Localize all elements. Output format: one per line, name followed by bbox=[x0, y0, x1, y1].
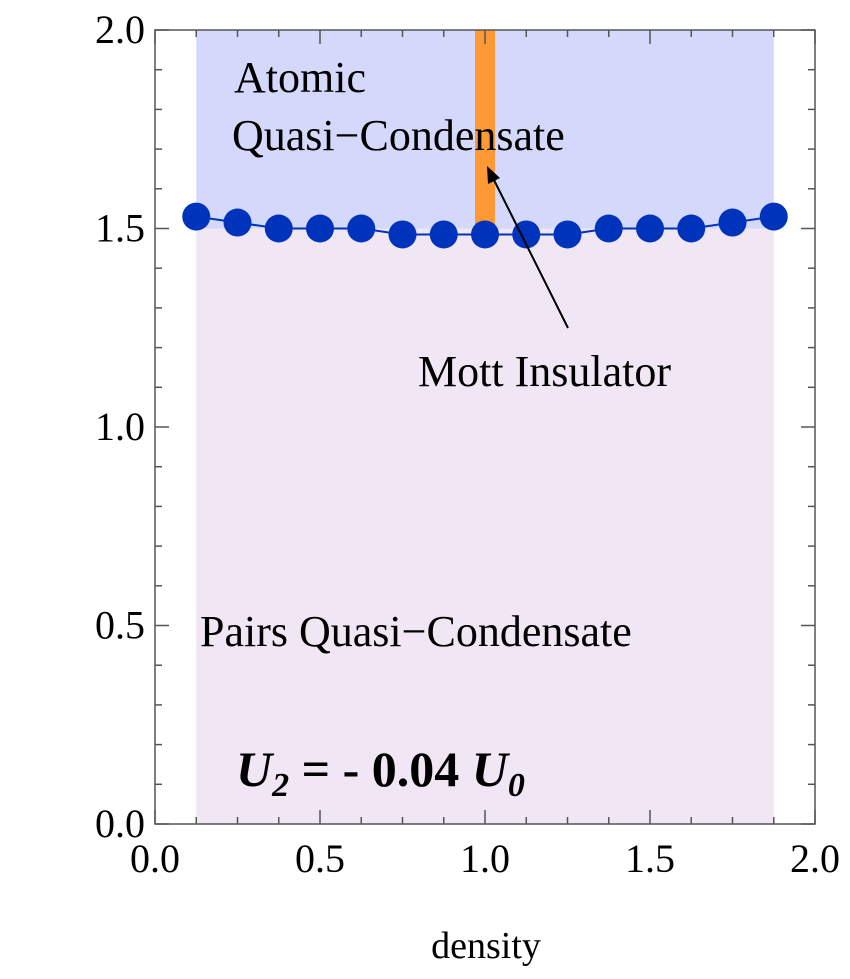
atomic-label-line1: Atomic bbox=[234, 53, 366, 102]
pairs-label: Pairs Quasi−Condensate bbox=[200, 607, 632, 656]
pairs-region bbox=[196, 228, 774, 824]
data-point bbox=[512, 220, 541, 249]
data-point bbox=[471, 220, 499, 249]
mott-insulator-bar bbox=[475, 30, 495, 237]
data-point bbox=[718, 208, 747, 237]
y-tick-label: 1.5 bbox=[95, 206, 145, 251]
data-point bbox=[759, 202, 788, 231]
y-tick-label: 2.0 bbox=[95, 7, 145, 52]
atomic-label-line2: Quasi−Condensate bbox=[232, 111, 565, 160]
y-tick-label: 0.0 bbox=[95, 801, 145, 846]
data-point bbox=[636, 214, 664, 243]
axis-ticks bbox=[154, 29, 816, 825]
x-tick-labels: 0.0 0.5 1.0 1.5 2.0 bbox=[130, 836, 840, 881]
x-tick-label: 1.5 bbox=[625, 836, 675, 881]
x-axis-label: density bbox=[431, 925, 541, 967]
data-point bbox=[182, 202, 211, 231]
data-point bbox=[264, 214, 293, 243]
data-point bbox=[347, 214, 376, 243]
series-points bbox=[182, 202, 788, 249]
mott-arrow bbox=[487, 166, 569, 329]
mott-label: Mott Insulator bbox=[418, 347, 671, 396]
y-tick-label: 1.0 bbox=[95, 404, 145, 449]
data-point bbox=[553, 220, 582, 249]
data-point bbox=[594, 214, 623, 243]
x-tick-label: 1.0 bbox=[460, 836, 510, 881]
y-tick-label: 0.5 bbox=[95, 603, 145, 648]
x-tick-label: 2.0 bbox=[790, 836, 840, 881]
y-tick-labels: 0.0 0.5 1.0 1.5 2.0 bbox=[95, 7, 145, 846]
data-point bbox=[223, 208, 252, 237]
x-tick-label: 0.0 bbox=[130, 836, 180, 881]
parameter-label: U2 = - 0.04 U0 bbox=[236, 741, 525, 804]
data-point bbox=[388, 220, 417, 249]
data-point bbox=[429, 220, 458, 249]
x-tick-label: 0.5 bbox=[295, 836, 345, 881]
data-point bbox=[677, 214, 706, 243]
data-point bbox=[306, 214, 334, 243]
